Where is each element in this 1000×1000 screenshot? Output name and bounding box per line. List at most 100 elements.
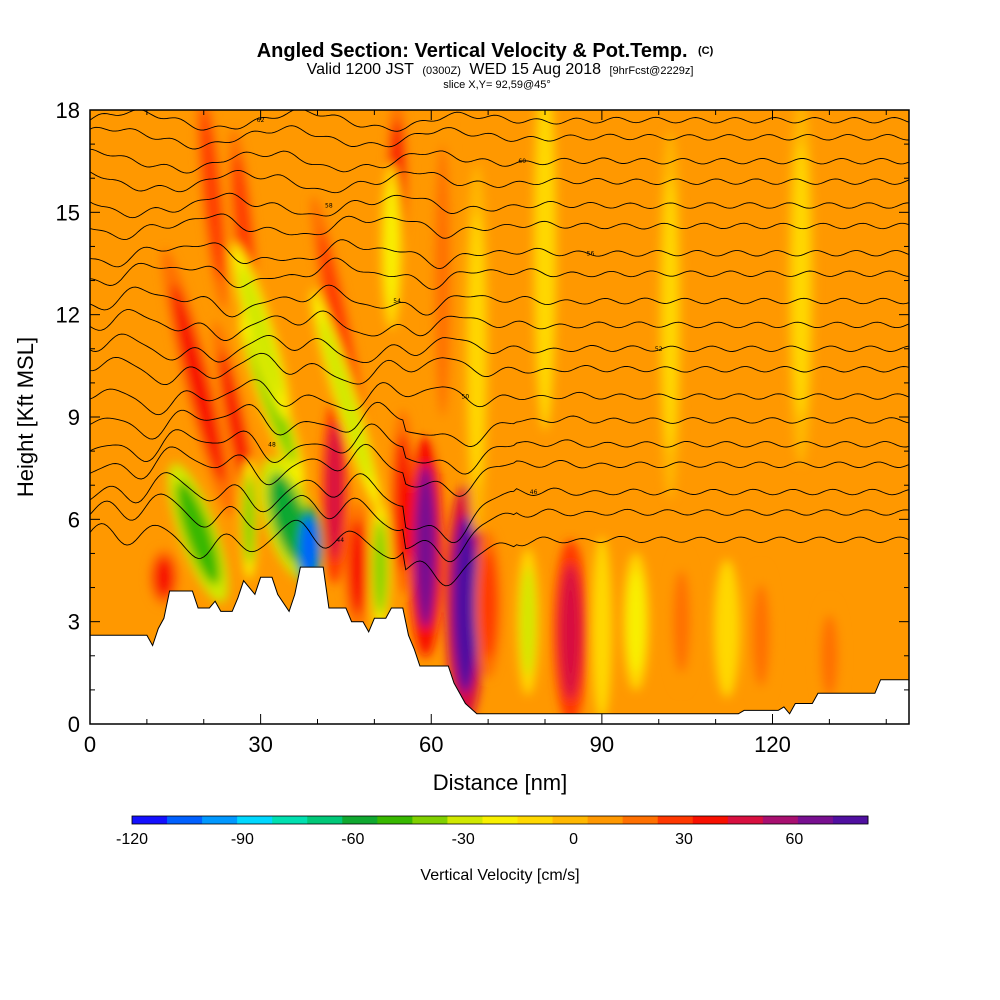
x-tick-label: 90 <box>590 732 614 757</box>
colorbar-tick-label: -30 <box>452 831 475 848</box>
isentrope-label: 48 <box>268 441 276 448</box>
colorbar-swatch <box>657 816 694 824</box>
slice-label: slice X,Y= 92,59@45° <box>443 79 551 91</box>
velocity-cell <box>434 144 451 418</box>
velocity-cell <box>176 481 220 585</box>
colorbar-swatch <box>447 816 483 824</box>
x-tick-labels: 0 30 60 90 120 <box>84 732 791 757</box>
velocity-cell <box>752 584 770 687</box>
colorbar-tick-label: -60 <box>341 831 364 848</box>
colorbar-swatch <box>622 816 659 824</box>
velocity-cell <box>627 570 645 673</box>
colorbar-swatch <box>167 816 203 824</box>
colorbar <box>131 815 869 825</box>
y-tick-labels: 0 3 6 9 12 15 18 <box>56 98 80 737</box>
isentrope-line <box>90 472 909 544</box>
isentrope-line <box>90 423 909 475</box>
isentrope-label: 56 <box>587 250 595 257</box>
x-tick-label: 120 <box>754 732 791 757</box>
colorbar-swatch <box>587 816 624 824</box>
y-tick-label: 3 <box>68 610 80 635</box>
x-axis-label: Distance [nm] <box>433 770 568 795</box>
colorbar-swatch <box>482 816 519 824</box>
velocity-cell <box>820 614 838 697</box>
contour-labels: 62 60 58 56 54 52 50 48 46 44 <box>257 117 663 544</box>
isentrope-line <box>90 309 909 341</box>
colorbar-swatch <box>377 816 413 824</box>
isentrope-line <box>90 333 909 364</box>
velocity-cell <box>520 567 536 677</box>
y-axis-label: Height [Kft MSL] <box>13 337 38 497</box>
isentrope-line <box>90 379 909 416</box>
velocity-cell <box>201 110 224 281</box>
velocity-cell <box>394 434 411 571</box>
y-tick-label: 0 <box>68 712 80 737</box>
y-tick-label: 12 <box>56 303 80 328</box>
colorbar-swatch <box>132 816 168 824</box>
colorbar-label: Vertical Velocity [cm/s] <box>420 867 579 884</box>
isentrope-label: 50 <box>462 394 470 401</box>
colorbar-tick-label: -90 <box>231 831 254 848</box>
valid-prefix: Valid 1200 JST <box>307 61 415 78</box>
isentrope-line <box>90 401 909 447</box>
velocity-cell <box>672 570 691 673</box>
velocity-cell <box>299 515 319 578</box>
colorbar-swatch <box>202 816 238 824</box>
valid-date: WED 15 Aug 2018 <box>469 61 601 78</box>
velocity-cell <box>243 474 255 564</box>
velocity-cell <box>452 515 479 694</box>
y-tick-label: 9 <box>68 405 80 430</box>
colorbar-tick-labels: -120 -90 -60 -30 0 30 60 <box>116 831 803 848</box>
velocity-cell <box>384 185 399 308</box>
isentrope-label: 44 <box>336 537 344 544</box>
isentrope-label: 60 <box>518 158 526 165</box>
isentrope-line <box>90 148 909 174</box>
isentrope-line <box>90 239 909 270</box>
velocity-cell <box>326 423 344 561</box>
colorbar-tick-label: 0 <box>569 831 578 848</box>
isentrope-label: 62 <box>257 117 265 124</box>
isentrope-line <box>90 192 909 219</box>
isentrope-label: 46 <box>530 489 538 496</box>
velocity-cell <box>373 519 387 615</box>
velocity-cell <box>320 318 372 482</box>
isentrope-line <box>90 519 909 587</box>
isentrope-line <box>90 257 909 290</box>
isentrope-label: 54 <box>393 298 401 305</box>
velocity-cell <box>348 519 366 615</box>
chart-title: Angled Section: Vertical Velocity & Pot.… <box>257 40 714 62</box>
colorbar-tick-label: 60 <box>786 831 804 848</box>
y-tick-label: 6 <box>68 507 80 532</box>
velocity-cell <box>537 110 553 383</box>
colorbar-frame <box>131 815 869 825</box>
colorbar-swatch <box>517 816 554 824</box>
colorbar-tick-label: -120 <box>116 831 148 848</box>
isentrope-label: 52 <box>655 346 663 353</box>
velocity-cell <box>479 550 497 660</box>
colorbar-swatch <box>832 816 869 824</box>
velocity-cell <box>662 178 678 452</box>
velocity-cell <box>559 563 582 701</box>
isentrope-line <box>90 169 909 194</box>
colorbar-swatch <box>237 816 273 824</box>
title-main: Angled Section: Vertical Velocity & Pot.… <box>257 40 688 62</box>
velocity-cell <box>239 266 282 398</box>
velocity-cell <box>718 577 736 680</box>
valid-z: (0300Z) <box>422 65 461 77</box>
terrain <box>90 566 909 724</box>
plot-area <box>90 110 909 724</box>
velocity-cell <box>468 212 485 486</box>
colorbar-swatch <box>412 816 448 824</box>
x-tick-label: 60 <box>419 732 443 757</box>
colorbar-swatch <box>342 816 378 824</box>
isentrope-line <box>90 443 909 497</box>
valid-fcst: [9hrFcst@2229z] <box>609 65 693 77</box>
colorbar-swatch <box>307 816 343 824</box>
colorbar-tick-label: 30 <box>675 831 693 848</box>
isentrope-line <box>90 284 909 318</box>
x-tick-label: 0 <box>84 732 96 757</box>
colorbar-swatch <box>797 816 834 824</box>
isentrope-label: 58 <box>325 203 333 210</box>
colorbar-swatch <box>727 816 764 824</box>
